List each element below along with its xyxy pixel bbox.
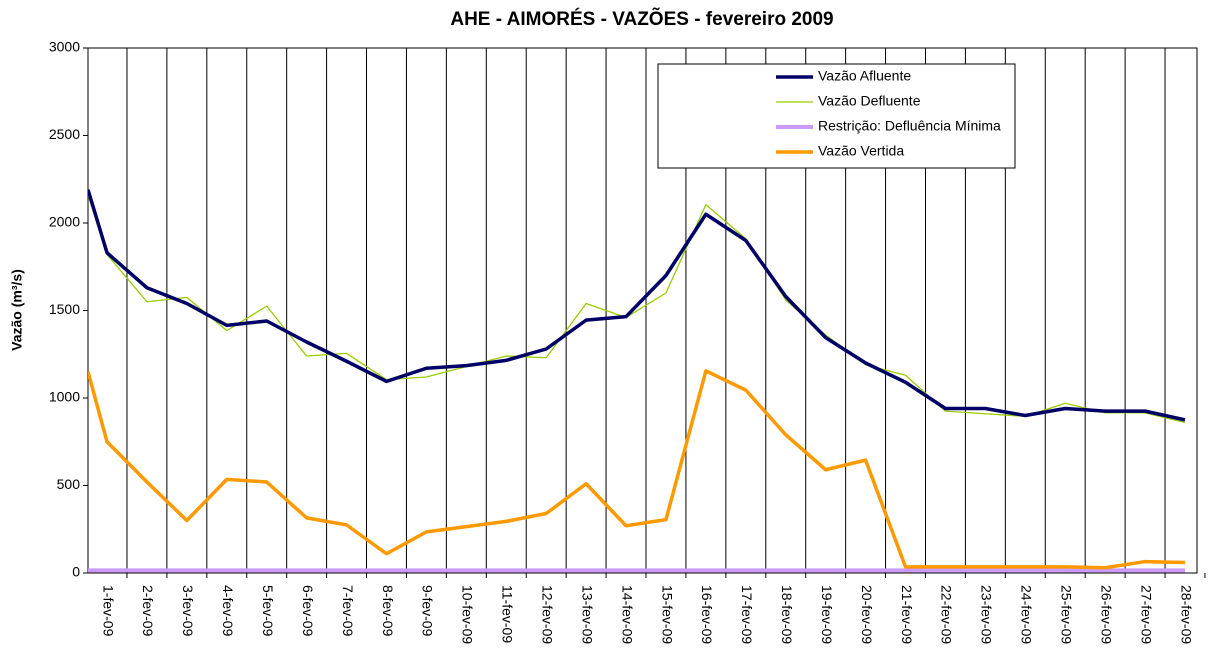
y-tick-label: 1500 [49,301,80,317]
x-tick-label: 9-fev-09 [420,585,436,637]
x-tick-label: 22-fev-09 [939,585,955,644]
x-tick-label: 16-fev-09 [699,585,715,644]
x-tick-label: 24-fev-09 [1019,585,1035,644]
x-tick-label: 18-fev-09 [779,585,795,644]
y-tick-label: 2500 [49,126,80,142]
x-tick-label: 17-fev-09 [739,585,755,644]
x-tick-label: 3-fev-09 [180,585,196,637]
x-tick-label: 1-fev-09 [100,585,116,637]
x-tick-label: 25-fev-09 [1059,585,1075,644]
y-tick-label: 2000 [49,214,80,230]
x-tick-label: 7-fev-09 [340,585,356,637]
x-tick-label: 11-fev-09 [500,585,516,643]
x-tick-label: 26-fev-09 [1098,585,1114,644]
legend-label: Vazão Defluente [818,93,921,109]
x-tick-label: 8-fev-09 [380,585,396,637]
x-tick-label: 14-fev-09 [619,585,635,644]
plot-frame [87,47,1198,574]
legend-label: Restrição: Defluência Mínima [818,118,1001,134]
x-tick-label: 15-fev-09 [659,585,675,644]
x-tick-label: 19-fev-09 [819,585,835,644]
x-tick-label: 21-fev-09 [899,585,915,644]
y-axis-label: Vazão (m³/s) [9,269,25,351]
series-line [88,194,1186,424]
x-tick-label: 2-fev-09 [140,585,156,637]
series-line [88,369,1186,570]
x-tick-label: 6-fev-09 [300,585,316,637]
legend-label: Vazão Afluente [818,68,911,84]
legend-box [657,63,1016,169]
x-tick-label: 27-fev-09 [1138,585,1154,644]
x-tick-label: 5-fev-09 [260,585,276,637]
y-tick-label: 1000 [49,389,80,405]
x-tick-label: 10-fev-09 [460,585,476,644]
x-tick-label: 20-fev-09 [859,585,875,644]
legend-label: Vazão Vertida [818,143,904,159]
x-tick-label: 12-fev-09 [539,585,555,644]
chart-title: AHE - AIMORÉS - VAZÕES - fevereiro 2009 [450,8,833,30]
x-tick-label: 28-fev-09 [1178,585,1194,644]
series-line [88,189,1186,422]
x-tick-label: 23-fev-09 [979,585,995,644]
series-group [88,189,1186,573]
y-tick-label: 3000 [49,39,80,55]
x-tick-label: 4-fev-09 [220,585,236,637]
y-tick-label: 0 [72,564,80,580]
y-tick-label: 500 [57,476,81,492]
x-tick-label: 13-fev-09 [579,585,595,644]
